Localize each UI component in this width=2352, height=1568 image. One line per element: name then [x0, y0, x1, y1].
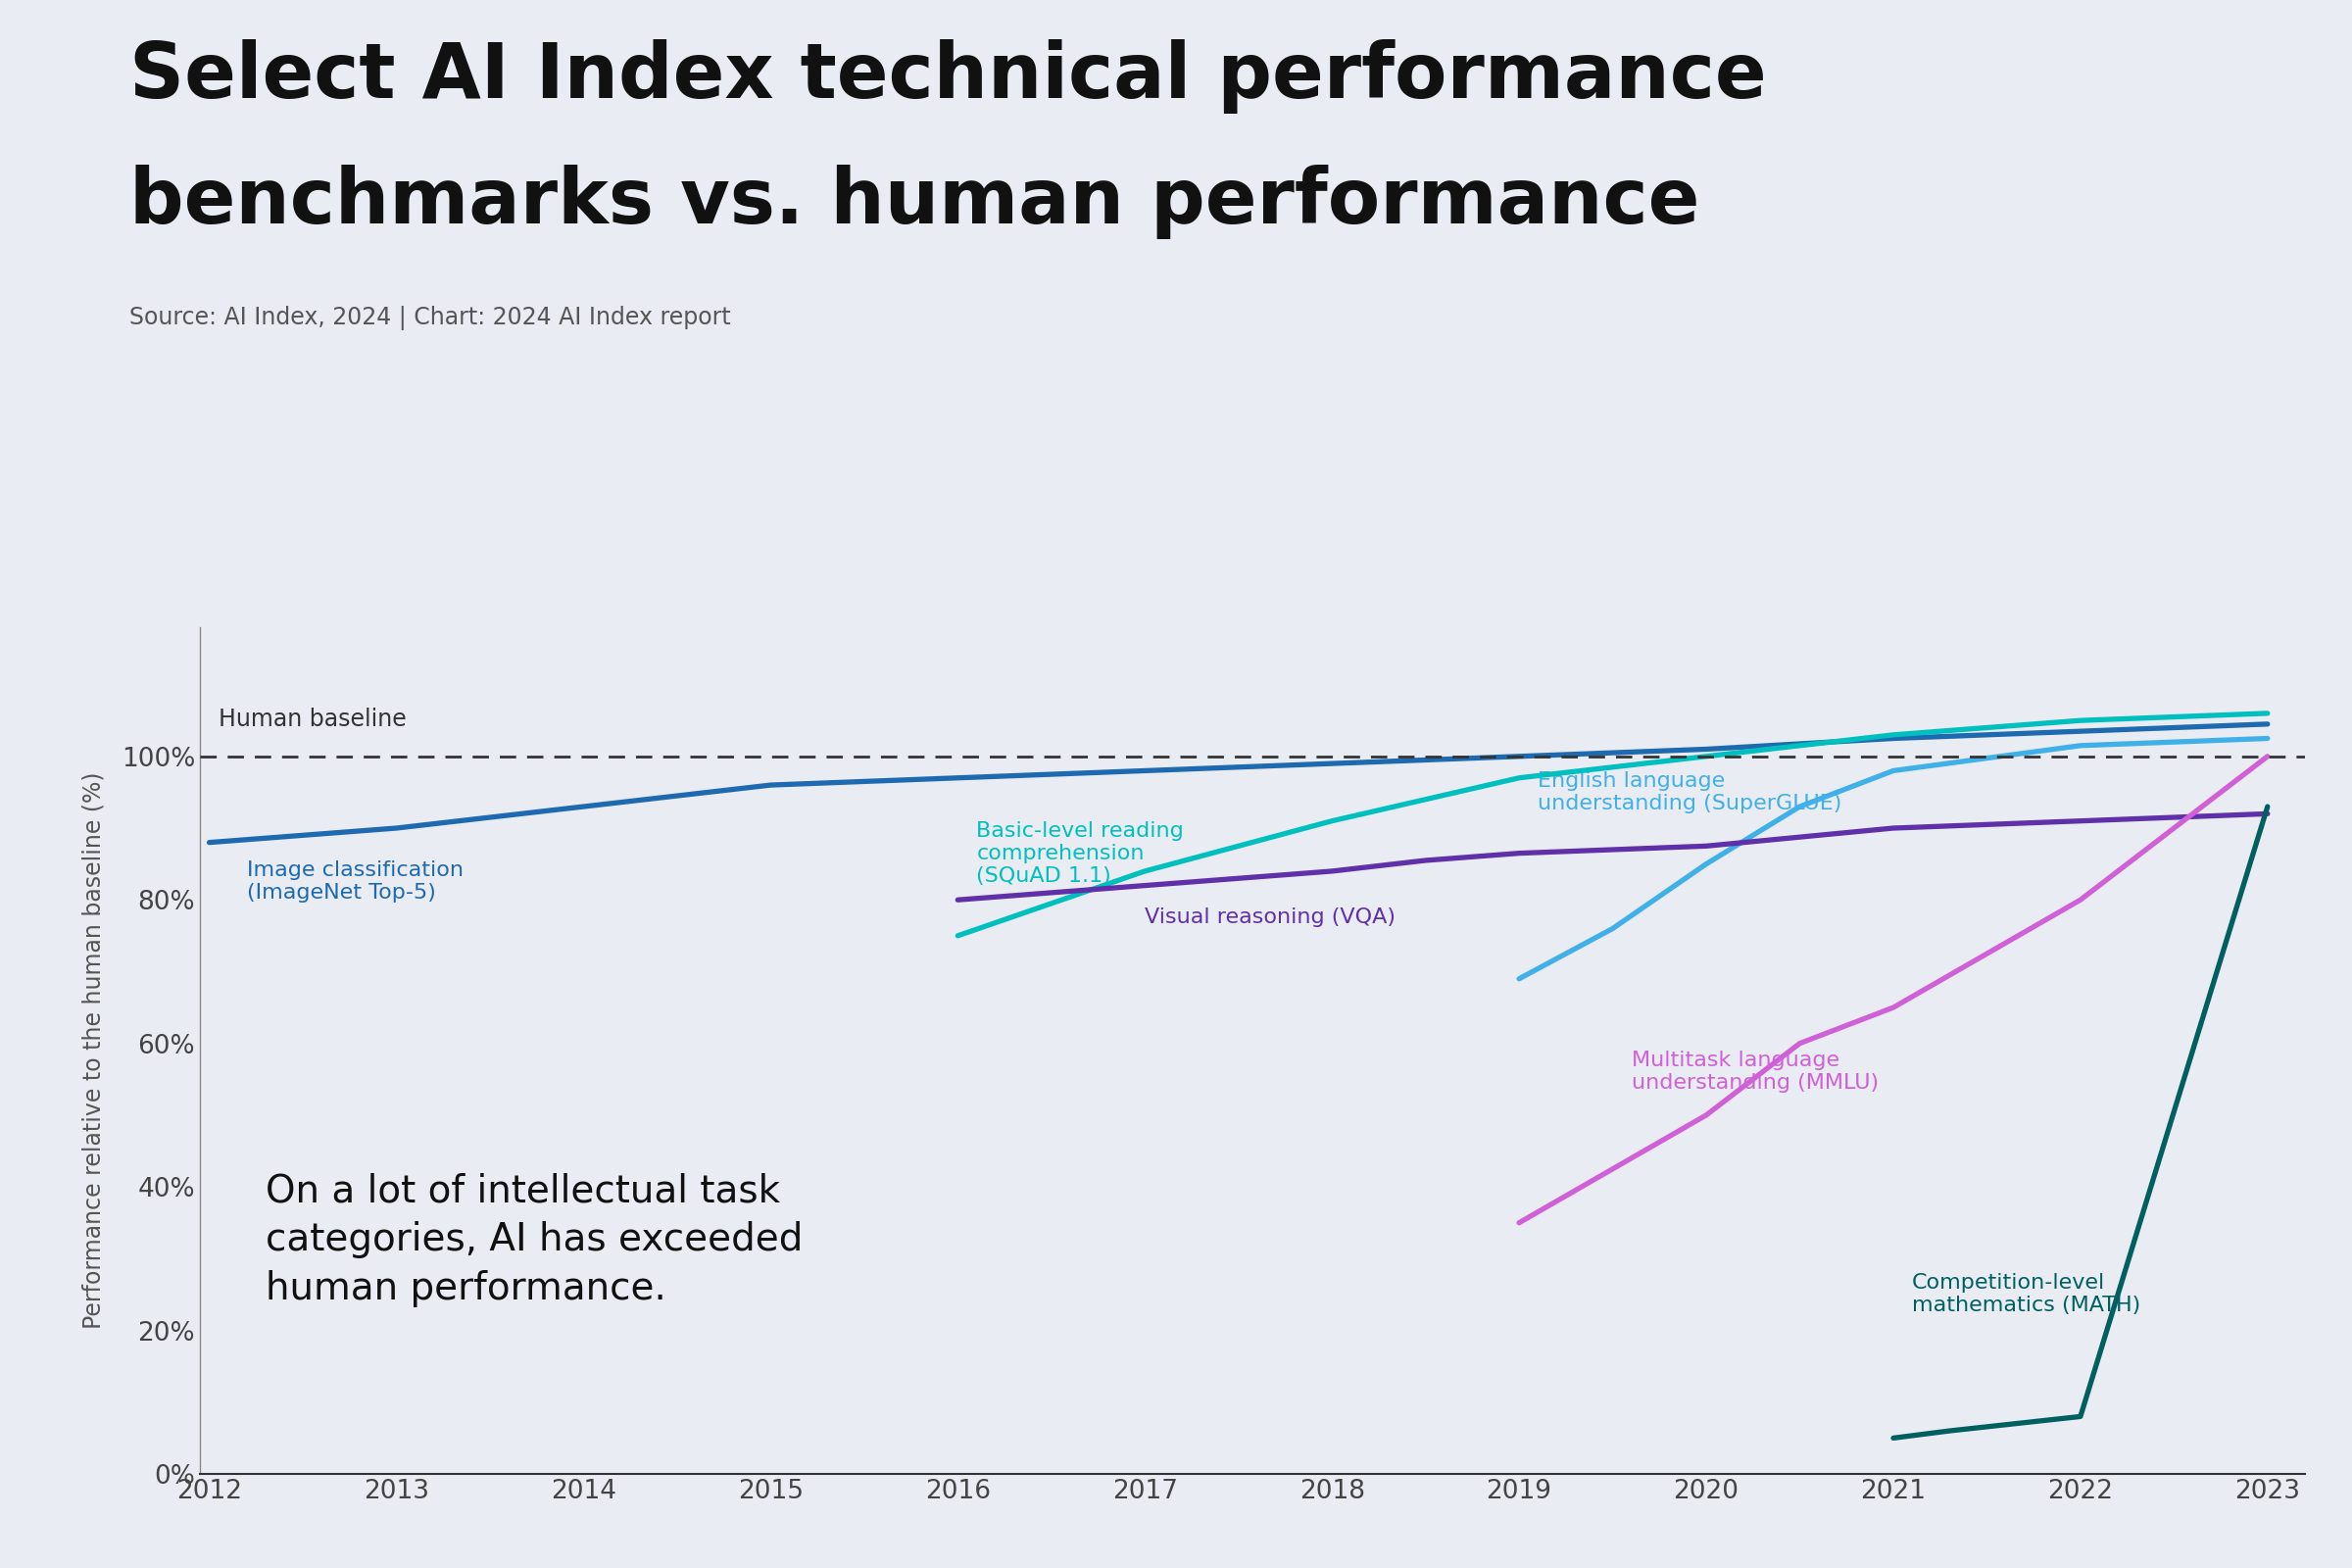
- Y-axis label: Performance relative to the human baseline (%): Performance relative to the human baseli…: [82, 771, 106, 1330]
- Text: Source: AI Index, 2024 | Chart: 2024 AI Index report: Source: AI Index, 2024 | Chart: 2024 AI …: [129, 306, 731, 331]
- Text: Select AI Index technical performance: Select AI Index technical performance: [129, 39, 1766, 114]
- Text: Visual reasoning (VQA): Visual reasoning (VQA): [1145, 906, 1395, 927]
- Text: Human baseline: Human baseline: [219, 707, 407, 731]
- Text: On a lot of intellectual task
categories, AI has exceeded
human performance.: On a lot of intellectual task categories…: [266, 1173, 802, 1308]
- Text: Competition-level
mathematics (MATH): Competition-level mathematics (MATH): [1912, 1273, 2140, 1316]
- Text: Image classification
(ImageNet Top-5): Image classification (ImageNet Top-5): [247, 861, 463, 903]
- Text: Multitask language
understanding (MMLU): Multitask language understanding (MMLU): [1632, 1051, 1879, 1093]
- Text: benchmarks vs. human performance: benchmarks vs. human performance: [129, 165, 1700, 238]
- Text: Basic-level reading
comprehension
(SQuAD 1.1): Basic-level reading comprehension (SQuAD…: [976, 822, 1183, 886]
- Text: English language
understanding (SuperGLUE): English language understanding (SuperGLU…: [1538, 771, 1842, 814]
